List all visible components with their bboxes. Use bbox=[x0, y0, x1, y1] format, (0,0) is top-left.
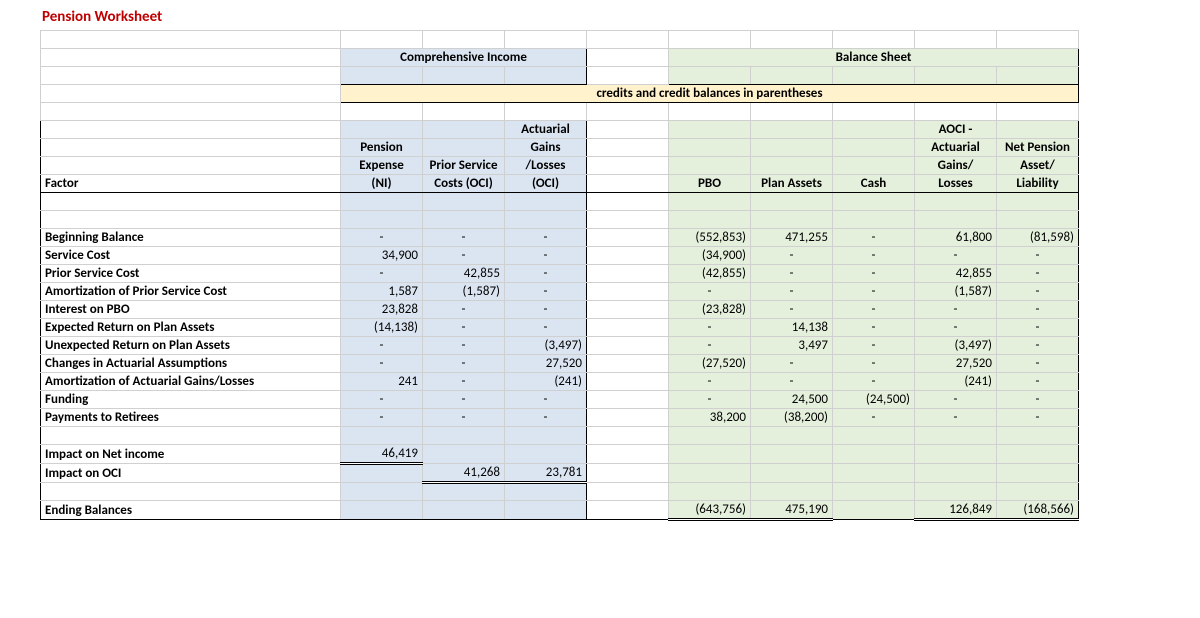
credits-note: credits and credit balances in parenthes… bbox=[341, 85, 1079, 103]
hdr-aoci-l4: Losses bbox=[915, 175, 997, 193]
hdr-cash: Cash bbox=[833, 175, 915, 193]
row-amort-prior: Amortization of Prior Service Cost 1,587… bbox=[41, 283, 1079, 301]
hdr-psc-l1: Prior Service bbox=[423, 157, 505, 175]
hdr-aoci-l1: AOCI - bbox=[915, 121, 997, 139]
hdr-pbo: PBO bbox=[669, 175, 751, 193]
row-impact-oci: Impact on OCI 41,268 23,781 bbox=[41, 464, 1079, 483]
hdr-pe-l3: (NI) bbox=[341, 175, 423, 193]
hdr-net-l3: Liability bbox=[997, 175, 1079, 193]
row-changes-assumptions: Changes in Actuarial Assumptions - - 27,… bbox=[41, 355, 1079, 373]
hdr-pe-l2: Expense bbox=[341, 157, 423, 175]
hdr-net-l1: Net Pension bbox=[997, 139, 1079, 157]
hdr-act-gains-l1: Actuarial bbox=[505, 121, 587, 139]
hdr-aoci-l2: Actuarial bbox=[915, 139, 997, 157]
hdr-psc-l2: Costs (OCI) bbox=[423, 175, 505, 193]
row-ending: Ending Balances (643,756) 475,190 126,84… bbox=[41, 501, 1079, 520]
hdr-aoci-l3: Gains/ bbox=[915, 157, 997, 175]
hdr-act-gains-l4: (OCI) bbox=[505, 175, 587, 193]
row-beginning: Beginning Balance - - - (552,853) 471,25… bbox=[41, 229, 1079, 247]
row-prior-service-cost: Prior Service Cost - 42,855 - (42,855) -… bbox=[41, 265, 1079, 283]
hdr-plan-assets: Plan Assets bbox=[751, 175, 833, 193]
row-expected-return: Expected Return on Plan Assets (14,138) … bbox=[41, 319, 1079, 337]
row-interest: Interest on PBO 23,828 - - (23,828) - - … bbox=[41, 301, 1079, 319]
row-payments: Payments to Retirees - - - 38,200 (38,20… bbox=[41, 409, 1079, 427]
section-balance-sheet: Balance Sheet bbox=[669, 49, 1079, 67]
row-funding: Funding - - - - 24,500 (24,500) - - bbox=[41, 391, 1079, 409]
worksheet-title: Pension Worksheet bbox=[0, 0, 1200, 30]
hdr-net-l2: Asset/ bbox=[997, 157, 1079, 175]
hdr-act-gains-l3: /Losses bbox=[505, 157, 587, 175]
hdr-act-gains-l2: Gains bbox=[505, 139, 587, 157]
row-unexpected-return: Unexpected Return on Plan Assets - - (3,… bbox=[41, 337, 1079, 355]
hdr-pe-l1: Pension bbox=[341, 139, 423, 157]
hdr-factor: Factor bbox=[41, 175, 341, 193]
section-comp-income: Comprehensive Income bbox=[341, 49, 587, 67]
pension-table: Comprehensive Income Balance Sheet credi… bbox=[40, 30, 1079, 521]
row-service-cost: Service Cost 34,900 - - (34,900) - - - - bbox=[41, 247, 1079, 265]
row-amort-gains: Amortization of Actuarial Gains/Losses 2… bbox=[41, 373, 1079, 391]
row-impact-ni: Impact on Net income 46,419 bbox=[41, 445, 1079, 464]
